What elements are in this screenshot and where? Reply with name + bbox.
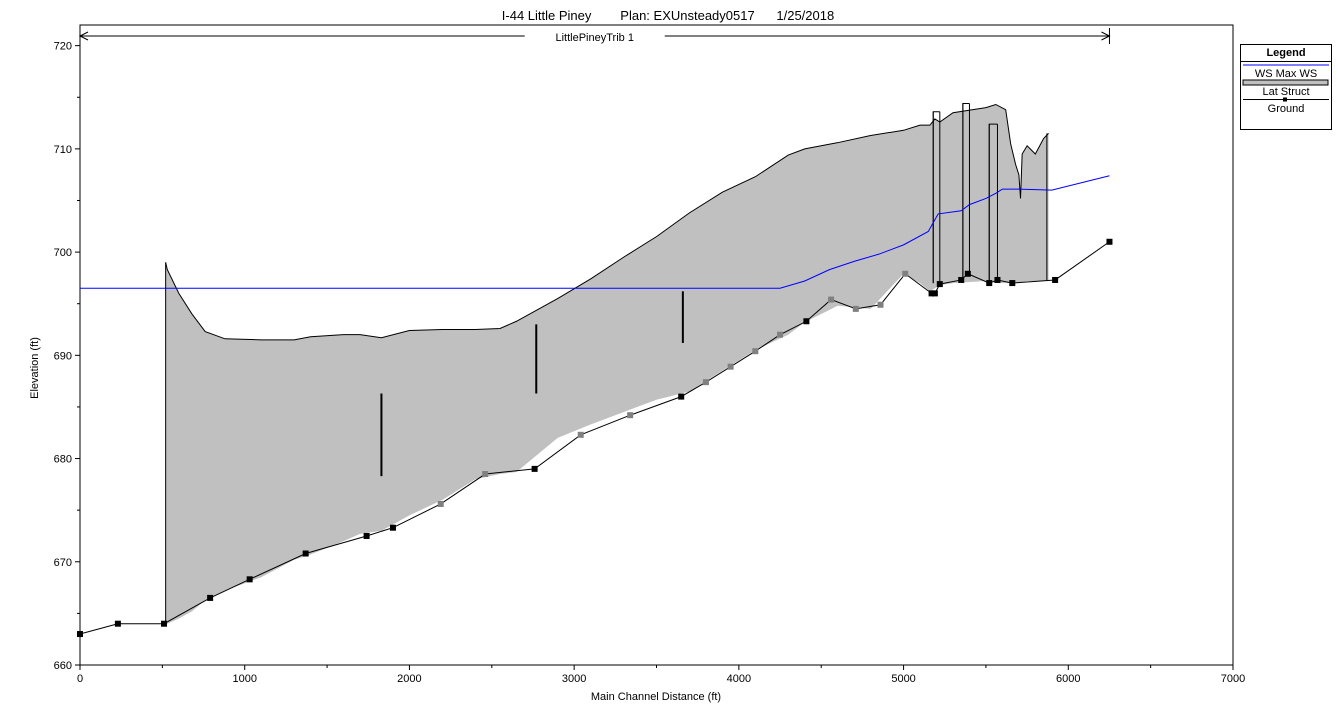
- ground-point: [727, 363, 734, 370]
- legend: Legend WS Max WS Lat Struct Ground: [1240, 44, 1332, 130]
- ground-point: [928, 290, 935, 297]
- ground-point: [902, 270, 909, 277]
- ground-point: [363, 532, 370, 539]
- x-tick-label: 6000: [1056, 673, 1080, 685]
- ground-point: [752, 348, 759, 355]
- y-tick-label: 660: [54, 660, 72, 672]
- x-tick-label: 7000: [1221, 673, 1245, 685]
- ground-point: [482, 471, 489, 478]
- x-tick-label: 4000: [727, 673, 751, 685]
- ws-max-line: [80, 175, 1110, 289]
- ground-point: [852, 305, 859, 312]
- y-axis-label: Elevation (ft): [29, 337, 41, 399]
- x-tick-label: 2000: [397, 673, 421, 685]
- y-tick-label: 700: [54, 247, 72, 259]
- chart-title: I-44 Little Piney Plan: EXUnsteady0517 1…: [502, 8, 834, 23]
- ground-point: [1009, 280, 1016, 287]
- legend-ws-swatch: [1243, 64, 1329, 66]
- structure-wall-top-2: [962, 102, 970, 281]
- legend-item-ground: Ground: [1241, 96, 1331, 115]
- ground-point: [161, 620, 168, 627]
- y-tick-label: 720: [54, 41, 72, 53]
- ground-point: [531, 465, 538, 472]
- ground-point: [958, 276, 965, 283]
- water-surface-layer: [80, 175, 1110, 289]
- legend-label-lat-struct: Lat Struct: [1262, 86, 1310, 98]
- ground-point: [777, 331, 784, 338]
- ground-point: [577, 431, 584, 438]
- y-tick-label: 690: [54, 350, 72, 362]
- ground-point: [246, 576, 253, 583]
- y-tick-label: 680: [54, 454, 72, 466]
- legend-item-ws: WS Max WS: [1241, 62, 1331, 80]
- x-tick-label: 5000: [891, 673, 915, 685]
- structure-wall-top-0: [932, 111, 940, 284]
- x-tick-label: 1000: [232, 673, 256, 685]
- ground-point: [1106, 238, 1113, 245]
- ground-layer: [77, 238, 1113, 638]
- legend-ground-swatch: [1243, 97, 1329, 102]
- legend-title: Legend: [1241, 45, 1331, 62]
- x-tick-label: 3000: [562, 673, 586, 685]
- structure-wall-top-4: [988, 123, 998, 284]
- lat-struct-layer: [165, 102, 1049, 624]
- ground-point: [828, 296, 835, 303]
- reach-arrow-right-head: [1101, 31, 1111, 41]
- ground-point: [302, 550, 309, 557]
- ground-point: [678, 393, 685, 400]
- y-tick-label: 670: [54, 557, 72, 569]
- ground-point: [877, 301, 884, 308]
- ground-point: [964, 270, 971, 277]
- axes-layer: 0 1000 2000 3000 4000 5000 6000 7000 660 670 680 69…: [54, 41, 1246, 685]
- ground-point: [114, 620, 121, 627]
- reach-label: LittlePineyTrib 1: [555, 32, 633, 44]
- lat-struct-area: [165, 104, 1049, 624]
- reach-label-background: [524, 30, 665, 43]
- ground-point: [207, 594, 214, 601]
- ground-point: [931, 290, 938, 297]
- legend-lat-struct-swatch: [1242, 79, 1329, 86]
- ground-point: [77, 631, 83, 638]
- legend-label-ground: Ground: [1267, 103, 1305, 115]
- x-axis-label: Main Channel Distance (ft): [591, 691, 721, 703]
- x-tick-label: 0: [77, 673, 83, 685]
- ground-point: [803, 318, 810, 325]
- ground-point: [1052, 276, 1059, 283]
- legend-item-lat-struct: Lat Struct: [1241, 79, 1331, 98]
- ground-point: [994, 276, 1001, 283]
- reach-arrow-left-head: [78, 31, 89, 41]
- y-tick-label: 710: [54, 144, 72, 156]
- ground-point: [986, 280, 993, 287]
- ground-point: [627, 412, 634, 419]
- ground-point: [389, 524, 396, 531]
- ground-point: [437, 500, 444, 507]
- ground-point: [702, 379, 709, 386]
- legend-label-ws: WS Max WS: [1254, 68, 1318, 80]
- lat-struct-top-line: [165, 103, 1049, 341]
- ground-point: [936, 281, 943, 288]
